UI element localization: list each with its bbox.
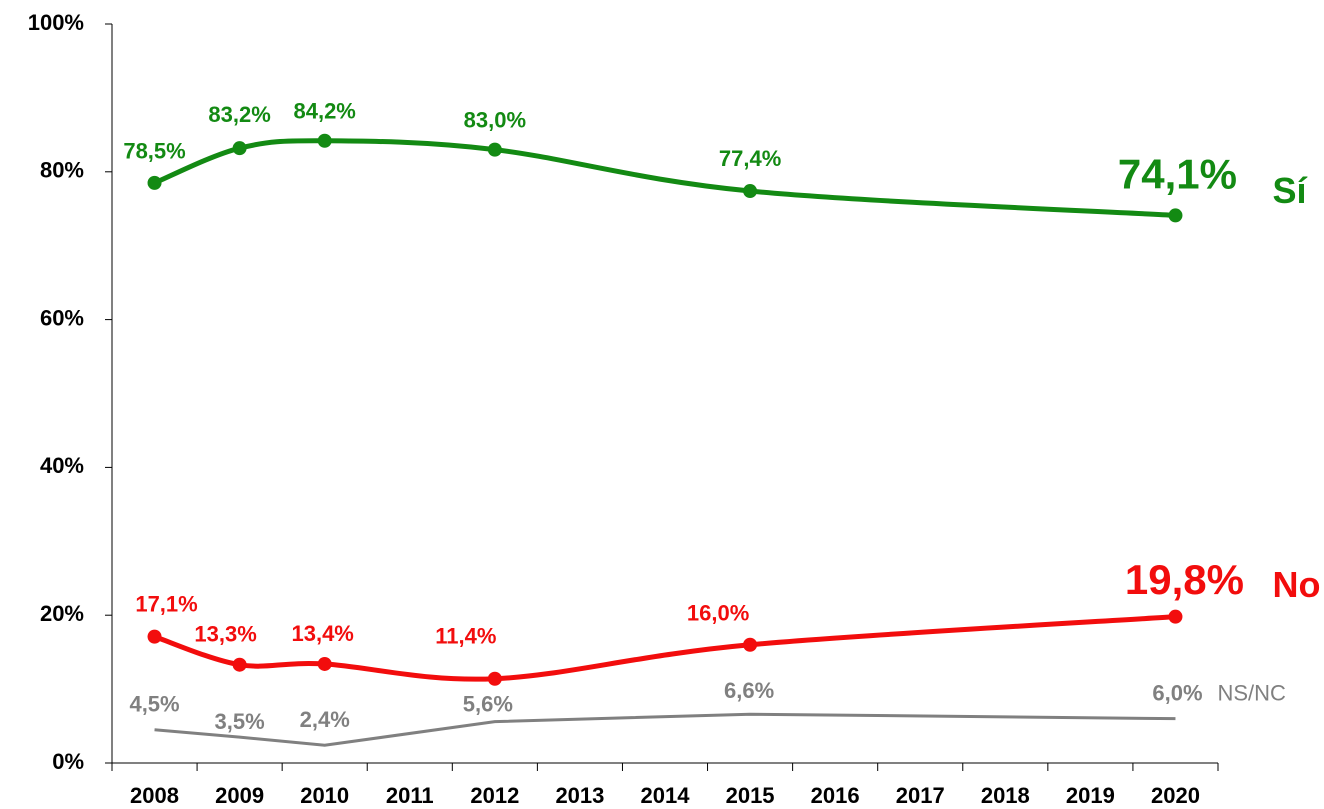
data-point: [487, 142, 502, 157]
data-label: 5,6%: [463, 691, 513, 716]
data-label: 17,1%: [135, 591, 197, 616]
x-tick-label: 2013: [555, 783, 604, 808]
x-tick-label: 2010: [300, 783, 349, 808]
data-label: 13,4%: [291, 621, 353, 646]
x-tick-label: 2009: [215, 783, 264, 808]
data-label: 4,5%: [129, 692, 179, 717]
series-line: [154, 712, 1176, 747]
data-label: 11,4%: [435, 624, 496, 649]
x-tick-label: 2014: [641, 783, 691, 808]
y-tick-label: 40%: [40, 453, 84, 478]
y-tick-label: 80%: [40, 158, 84, 183]
x-tick-label: 2008: [130, 783, 179, 808]
series-name: No: [1272, 564, 1320, 605]
data-label: 13,3%: [194, 622, 256, 647]
data-point: [232, 657, 247, 672]
data-label: 83,0%: [464, 107, 526, 132]
data-point: [147, 175, 162, 190]
data-point: [743, 184, 758, 199]
series-line: [153, 138, 1176, 218]
y-tick-label: 60%: [40, 305, 84, 330]
x-tick-label: 2019: [1066, 783, 1115, 808]
x-tick-label: 2017: [896, 783, 945, 808]
data-point: [317, 656, 332, 671]
data-label: 83,2%: [208, 102, 270, 127]
data-label: 84,2%: [293, 99, 355, 124]
y-tick-label: 20%: [40, 601, 84, 626]
data-label: 74,1%: [1118, 150, 1237, 197]
data-point: [147, 629, 162, 644]
series-name: Sí: [1272, 170, 1307, 211]
series-name: NS/NC: [1217, 680, 1286, 705]
data-label: 3,5%: [215, 709, 265, 734]
data-label: 2,4%: [300, 707, 350, 732]
data-label: 6,6%: [724, 678, 774, 703]
x-tick-label: 2018: [981, 783, 1030, 808]
y-tick-label: 100%: [28, 10, 84, 35]
x-tick-label: 2020: [1151, 783, 1200, 808]
data-point: [1168, 609, 1183, 624]
x-tick-label: 2016: [811, 783, 860, 808]
data-point: [317, 133, 332, 148]
data-point: [743, 637, 758, 652]
data-point: [1168, 208, 1183, 223]
x-tick-label: 2015: [726, 783, 775, 808]
data-point: [487, 671, 502, 686]
x-tick-label: 2012: [470, 783, 519, 808]
data-label: 19,8%: [1125, 556, 1244, 603]
data-point: [232, 141, 247, 156]
data-label: 6,0%: [1152, 680, 1202, 705]
data-label: 78,5%: [123, 139, 185, 164]
y-tick-label: 0%: [52, 749, 84, 774]
data-label: 77,4%: [719, 146, 781, 171]
data-label: 16,0%: [687, 601, 749, 626]
x-tick-label: 2011: [386, 783, 434, 808]
